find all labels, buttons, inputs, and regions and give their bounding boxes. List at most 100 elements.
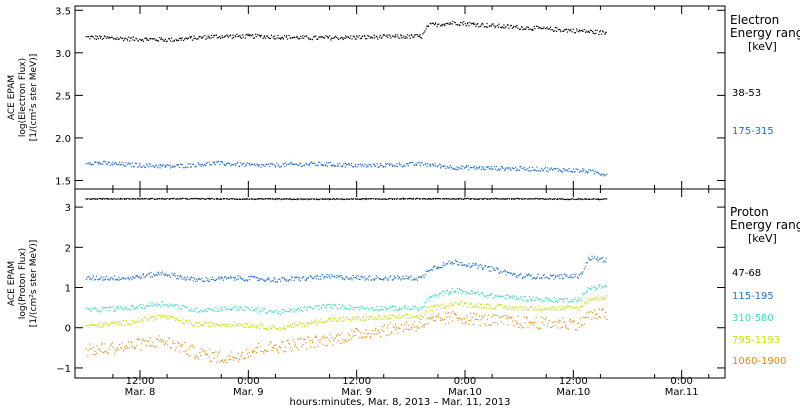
data-point [295,276,297,278]
data-point [389,314,391,316]
data-point [449,164,451,167]
data-point [213,35,215,37]
data-point [590,258,592,261]
data-point [118,308,120,310]
data-point [119,197,121,200]
data-point [536,297,538,299]
data-point [260,166,262,168]
data-point [272,324,274,326]
data-point [472,306,474,308]
data-point [570,301,572,303]
data-point [310,198,312,200]
data-point [529,170,531,172]
data-point [313,346,315,349]
data-point [358,316,360,318]
data-point [470,23,472,25]
data-point [548,298,550,300]
data-point [603,175,605,177]
data-point [567,301,569,303]
data-point [326,36,328,38]
data-point [283,351,285,353]
data-point [139,305,141,307]
data-point [527,310,529,312]
data-point [442,198,444,200]
data-point [312,162,314,164]
data-point [513,309,515,311]
data-point [446,263,448,265]
data-point [122,309,124,311]
data-point [373,309,375,311]
data-point [292,323,294,325]
data-point [476,264,478,266]
data-point [164,198,166,200]
data-point [202,323,204,325]
data-point [312,162,314,164]
data-point [226,307,228,310]
data-point [89,309,91,311]
data-point [593,198,595,200]
data-point [558,322,560,324]
data-point [229,277,231,279]
data-point [89,278,91,280]
data-point [251,163,253,165]
data-point [430,305,432,307]
data-point [428,316,430,318]
data-point [397,317,399,319]
data-point [487,26,489,28]
data-point [485,307,488,309]
data-point [345,308,347,310]
data-point [306,309,308,312]
data-point [266,278,268,280]
data-point [594,173,596,175]
data-point [200,324,202,326]
data-point [463,290,465,292]
data-point [345,276,347,278]
proton-ytick-label: 1 [65,284,71,295]
data-point [86,308,88,310]
data-point [192,198,195,200]
data-point [447,263,449,265]
data-point [177,39,179,41]
data-point [231,351,233,353]
data-point [319,276,321,278]
data-point [344,37,346,39]
data-point [184,305,186,307]
data-point [309,38,311,40]
data-point [263,35,266,37]
data-point [146,318,148,320]
panel-frame-proton [74,188,726,379]
data-point [99,35,101,37]
data-point [606,198,608,200]
data-point [413,321,415,323]
data-point [120,323,122,325]
data-point [154,165,157,167]
data-point [523,166,525,168]
data-point [384,317,386,319]
data-point [101,326,103,328]
data-point [574,297,576,299]
data-point [484,26,486,28]
data-point [330,37,333,39]
data-point [185,166,187,168]
data-point [520,295,522,297]
data-point [345,35,347,37]
data-point [371,333,373,335]
data-point [366,277,368,279]
data-point [169,304,171,306]
data-point [350,308,352,310]
data-point [451,288,453,290]
data-point [230,277,232,279]
data-point [462,318,464,320]
data-point [375,35,377,37]
data-point [243,280,246,282]
data-point [385,308,388,310]
data-point [344,339,346,341]
data-point [433,320,435,322]
data-point [313,36,315,38]
data-point [539,310,541,312]
data-point [308,324,310,326]
data-point [123,350,125,352]
data-point [160,316,162,318]
data-point [251,350,253,352]
data-point [566,327,568,329]
